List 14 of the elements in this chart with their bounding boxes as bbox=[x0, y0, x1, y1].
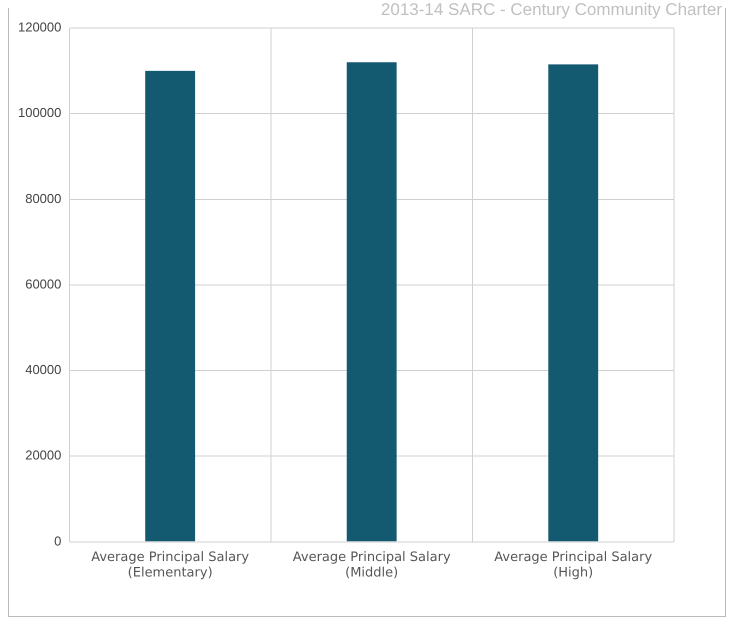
x-tick-label: Average Principal Salary (High) bbox=[494, 550, 652, 581]
y-tick-label: 100000 bbox=[18, 105, 62, 120]
y-tick-label: 40000 bbox=[25, 362, 62, 378]
x-tick-label: Average Principal Salary (Elementary) bbox=[91, 550, 250, 581]
bar bbox=[548, 64, 598, 542]
chart-title: 2013-14 SARC - Century Community Charter bbox=[380, 0, 722, 20]
y-tick-label: 80000 bbox=[25, 190, 62, 206]
y-tick-label: 0 bbox=[54, 533, 62, 548]
y-tick-label: 60000 bbox=[25, 276, 62, 292]
y-tick-label: 20000 bbox=[25, 448, 62, 463]
bar bbox=[145, 70, 196, 542]
x-tick-label: Average Principal Salary (Middle) bbox=[292, 550, 451, 581]
bar bbox=[346, 62, 397, 542]
y-tick-label: 120000 bbox=[18, 20, 62, 35]
